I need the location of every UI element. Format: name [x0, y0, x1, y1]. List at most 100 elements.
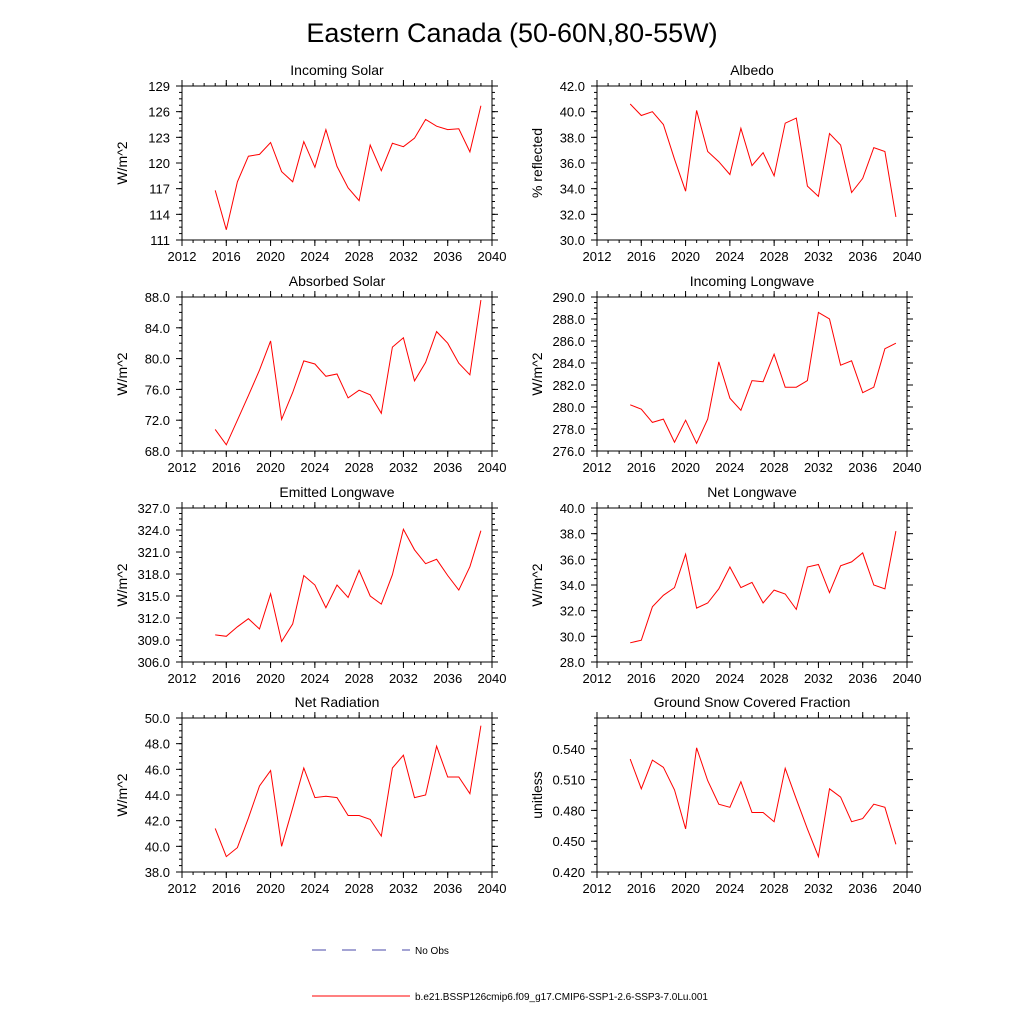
panel-title: Net Radiation [295, 694, 380, 710]
y-tick-label: 129 [148, 79, 170, 94]
panel-2: Albedo 2012 2016 2020 2024 2028 2032 2036 2040 30… [529, 62, 921, 264]
x-tick-label: 2016 [627, 671, 656, 686]
y-tick-label: 38.0 [560, 130, 585, 145]
y-tick-label: 315.0 [137, 589, 170, 604]
panel-4: Incoming Longwave 2012 2016 2020 2024 2028 203… [529, 273, 921, 475]
x-tick-label: 2028 [345, 671, 374, 686]
y-tick-label: 88.0 [145, 290, 170, 305]
x-tick-label: 2028 [760, 249, 789, 264]
plot-frame [596, 85, 908, 241]
x-tick-label: 2036 [848, 460, 877, 475]
figure-title: Eastern Canada (50-60N,80-55W) [306, 18, 717, 48]
y-axis-label: W/m^2 [529, 563, 545, 606]
x-tick-label: 2040 [478, 460, 507, 475]
y-axis-label: W/m^2 [114, 563, 130, 606]
series-line [214, 725, 482, 858]
y-tick-label: 44.0 [145, 788, 170, 803]
x-tick-label: 2020 [671, 671, 700, 686]
legend-obs-label: No Obs [415, 946, 449, 957]
x-tick-label: 2036 [848, 671, 877, 686]
x-tick-label: 2032 [389, 671, 418, 686]
plot-frame [181, 717, 493, 873]
x-tick-label: 2028 [345, 460, 374, 475]
y-tick-label: 0.420 [552, 865, 585, 880]
x-tick-label: 2028 [760, 671, 789, 686]
y-tick-label: 278.0 [552, 422, 585, 437]
x-tick-label: 2036 [433, 460, 462, 475]
x-tick-label: 2032 [804, 460, 833, 475]
y-tick-label: 30.0 [560, 233, 585, 248]
x-tick-label: 2020 [256, 249, 285, 264]
y-axis-label: W/m^2 [529, 352, 545, 395]
y-tick-label: 34.0 [560, 578, 585, 593]
series-line [215, 527, 482, 643]
x-tick-label: 2024 [300, 671, 329, 686]
panel-5: Emitted Longwave 2012 2016 2020 2024 2028 2032… [114, 484, 506, 686]
x-tick-label: 2032 [804, 671, 833, 686]
y-tick-label: 123 [148, 130, 170, 145]
panel-3: Absorbed Solar 2012 2016 2020 2024 2028 2032 20… [114, 273, 506, 475]
y-tick-label: 312.0 [137, 611, 170, 626]
x-tick-label: 2016 [212, 881, 241, 896]
panel-title: Net Longwave [707, 484, 797, 500]
y-tick-label: 32.0 [560, 207, 585, 222]
series-line [630, 531, 897, 644]
x-tick-label: 2028 [345, 881, 374, 896]
plot-frame [596, 717, 908, 873]
y-tick-label: 288.0 [552, 312, 585, 327]
x-tick-label: 2012 [583, 671, 612, 686]
x-tick-label: 2032 [389, 881, 418, 896]
x-tick-label: 2024 [300, 460, 329, 475]
y-axis-label: % reflected [529, 128, 545, 198]
x-tick-label: 2032 [389, 249, 418, 264]
y-axis-label: W/m^2 [114, 773, 130, 816]
x-tick-label: 2016 [212, 671, 241, 686]
y-tick-label: 84.0 [145, 321, 170, 336]
x-tick-label: 2012 [168, 671, 197, 686]
x-tick-label: 2012 [168, 249, 197, 264]
x-tick-label: 2024 [300, 881, 329, 896]
y-axis-label: unitless [529, 771, 545, 818]
x-tick-label: 2036 [848, 881, 877, 896]
x-tick-label: 2020 [671, 460, 700, 475]
x-tick-label: 2040 [478, 881, 507, 896]
legend: No Obs b.e21.BSSP126cmip6.f09_g17.CMIP6-… [312, 946, 708, 1003]
y-tick-label: 126 [148, 105, 170, 120]
x-tick-label: 2032 [804, 881, 833, 896]
y-tick-label: 68.0 [145, 444, 170, 459]
x-tick-label: 2020 [671, 881, 700, 896]
y-tick-label: 40.0 [145, 839, 170, 854]
x-tick-label: 2020 [256, 671, 285, 686]
x-tick-label: 2040 [893, 249, 922, 264]
y-tick-label: 0.480 [552, 803, 585, 818]
y-axis-label: W/m^2 [114, 141, 130, 184]
x-tick-label: 2024 [715, 671, 744, 686]
y-tick-label: 0.510 [552, 773, 585, 788]
y-tick-label: 111 [150, 233, 170, 248]
panel-title: Albedo [730, 62, 774, 78]
series-line [629, 747, 897, 859]
series-line [214, 105, 482, 230]
x-tick-label: 2020 [256, 881, 285, 896]
y-tick-label: 306.0 [137, 655, 170, 670]
x-tick-label: 2028 [760, 460, 789, 475]
y-tick-label: 32.0 [560, 604, 585, 619]
y-tick-label: 42.0 [560, 79, 585, 94]
x-tick-label: 2040 [893, 671, 922, 686]
y-tick-label: 72.0 [145, 413, 170, 428]
y-tick-label: 30.0 [560, 629, 585, 644]
y-tick-label: 38.0 [560, 527, 585, 542]
y-tick-label: 36.0 [560, 156, 585, 171]
x-tick-label: 2036 [433, 249, 462, 264]
panel-title: Ground Snow Covered Fraction [654, 694, 851, 710]
y-tick-label: 324.0 [137, 523, 170, 538]
panel-8: Ground Snow Covered Fraction 2012 2016 2020… [529, 694, 921, 896]
x-tick-label: 2040 [893, 881, 922, 896]
panel-title: Emitted Longwave [279, 484, 394, 500]
plot-frame [596, 296, 908, 452]
x-tick-label: 2040 [478, 671, 507, 686]
x-tick-label: 2024 [300, 249, 329, 264]
x-tick-label: 2016 [627, 249, 656, 264]
y-axis-label: W/m^2 [114, 352, 130, 395]
x-tick-label: 2012 [583, 881, 612, 896]
